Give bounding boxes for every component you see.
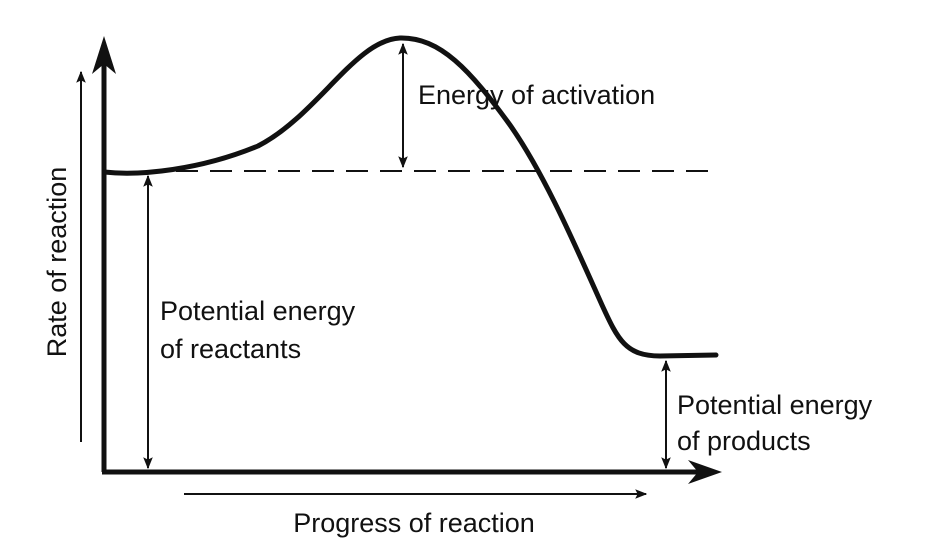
y-axis-label: Rate of reaction (42, 167, 72, 358)
products-label-line2: of products (677, 426, 811, 456)
products-label-line1: Potential energy (677, 390, 873, 420)
reactants-label-line1: Potential energy (160, 296, 356, 326)
x-axis-arrowhead (688, 460, 722, 484)
energy-curve (101, 35, 719, 359)
y-axis-arrowhead (92, 36, 116, 74)
x-axis-label: Progress of reaction (293, 508, 535, 538)
reactants-label-line2: of reactants (160, 334, 301, 364)
activation-label: Energy of activation (418, 80, 655, 110)
